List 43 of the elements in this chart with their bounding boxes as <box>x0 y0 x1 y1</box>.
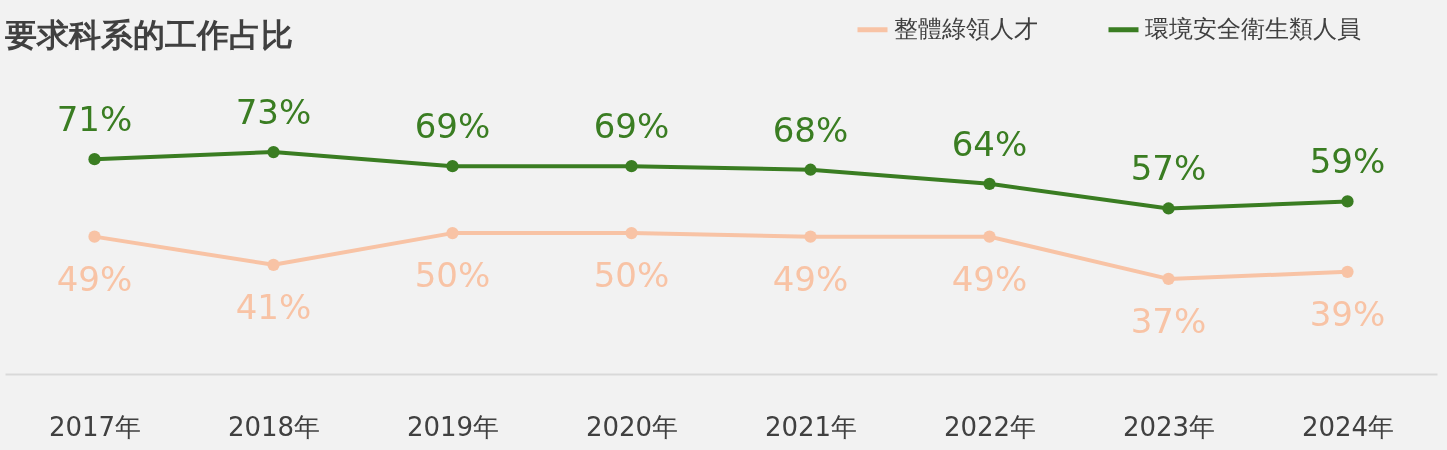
point <box>88 153 101 166</box>
data-label: 69% <box>414 106 491 147</box>
point <box>1341 265 1354 278</box>
data-label: 59% <box>1309 141 1386 182</box>
data-label: 68% <box>772 109 849 150</box>
point <box>625 160 638 173</box>
data-label: 50% <box>593 255 670 296</box>
x-tick-label: 2019年 <box>406 411 500 442</box>
point <box>88 230 101 243</box>
x-tick-label: 2023年 <box>1122 411 1216 442</box>
data-label: 39% <box>1309 293 1386 334</box>
point <box>267 258 280 271</box>
x-tick-label: 2020年 <box>585 411 679 442</box>
point <box>625 227 638 240</box>
point <box>1162 272 1175 286</box>
data-label: 49% <box>951 258 1028 299</box>
legend-label: 環境安全衛生類人員 <box>1145 14 1361 43</box>
x-tick-label: 2022年 <box>943 411 1037 442</box>
data-label: 64% <box>951 123 1028 164</box>
chart-title: 要求科系的工作占比 <box>5 16 293 54</box>
data-label: 73% <box>235 92 312 133</box>
point <box>983 230 996 243</box>
x-tick-label: 2024年 <box>1301 411 1395 442</box>
point <box>983 177 996 190</box>
point <box>1341 195 1354 208</box>
data-label: 41% <box>235 286 312 327</box>
data-label: 49% <box>56 258 133 299</box>
data-label: 49% <box>772 258 849 299</box>
point <box>267 145 280 159</box>
point <box>804 230 817 243</box>
point <box>804 163 817 176</box>
legend-label: 整體綠領人才 <box>894 14 1038 43</box>
point <box>446 160 459 173</box>
x-tick-label: 2021年 <box>764 411 858 442</box>
data-label: 37% <box>1130 300 1207 341</box>
data-label: 69% <box>593 106 670 147</box>
x-tick-label: 2017年 <box>48 411 142 442</box>
x-tick-label: 2018年 <box>227 411 321 442</box>
data-label: 71% <box>56 99 133 140</box>
point <box>1162 202 1175 215</box>
data-label: 57% <box>1130 148 1207 189</box>
point <box>446 227 459 240</box>
data-label: 50% <box>414 255 491 296</box>
